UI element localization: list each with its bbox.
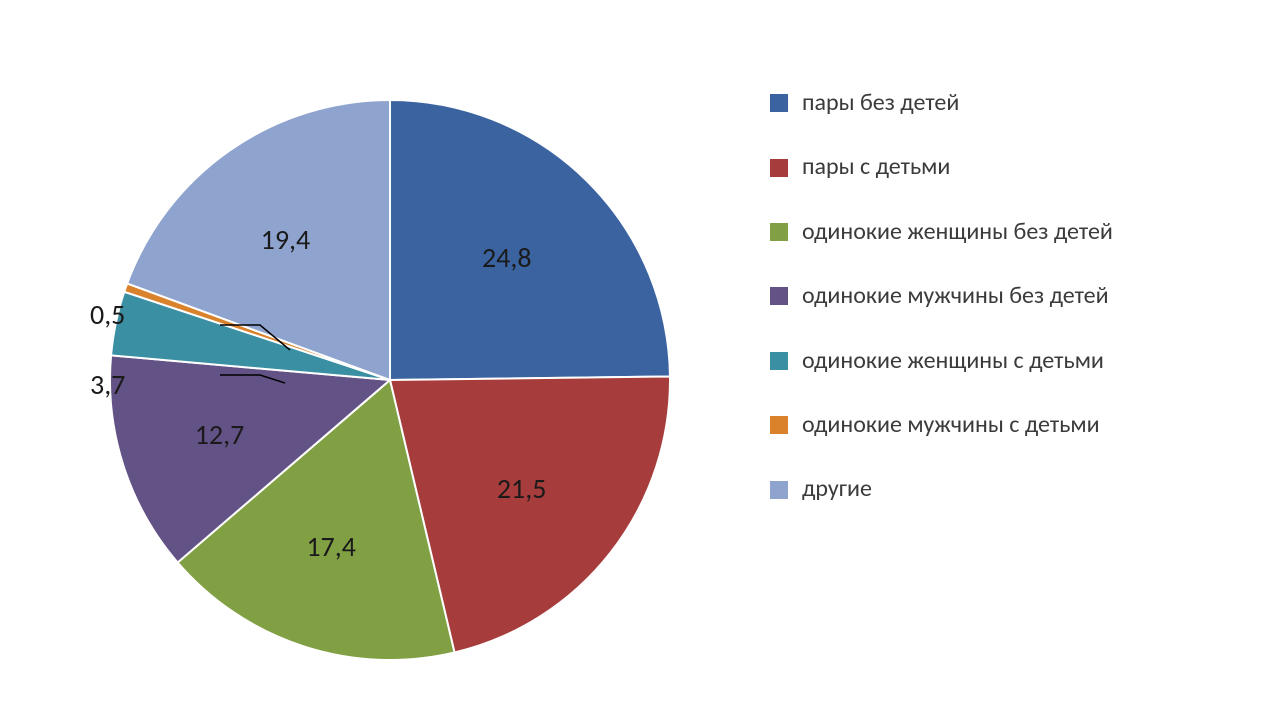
legend-swatch [770, 416, 788, 434]
legend-swatch [770, 481, 788, 499]
legend-item: одинокие женщины без детей [770, 219, 1240, 245]
legend-label: пары с детьми [802, 154, 950, 180]
legend-item: одинокие мужчины без детей [770, 283, 1240, 309]
data-label: 3,7 [90, 367, 125, 402]
legend-label: другие [802, 476, 872, 502]
data-label: 17,4 [306, 529, 356, 564]
legend-item: пары с детьми [770, 154, 1240, 180]
legend-item: одинокие женщины с детьми [770, 348, 1240, 374]
chart-container: пары без детей пары с детьми одинокие женщ… [0, 0, 1280, 720]
legend-item: другие [770, 476, 1240, 502]
legend-label: одинокие мужчины с детьми [802, 412, 1100, 438]
legend-label: одинокие женщины с детьми [802, 348, 1104, 374]
data-label: 12,7 [195, 417, 245, 452]
data-label: 24,8 [482, 240, 532, 275]
legend-swatch [770, 287, 788, 305]
legend-swatch [770, 94, 788, 112]
legend-item: одинокие мужчины с детьми [770, 412, 1240, 438]
legend-label: одинокие женщины без детей [802, 219, 1113, 245]
legend-label: одинокие мужчины без детей [802, 283, 1109, 309]
data-label: 0,5 [90, 297, 125, 332]
data-label: 19,4 [261, 222, 311, 257]
legend-item: пары без детей [770, 90, 1240, 116]
legend-label: пары без детей [802, 90, 959, 116]
legend-swatch [770, 352, 788, 370]
legend-swatch [770, 223, 788, 241]
legend: пары без детей пары с детьми одинокие женщ… [770, 90, 1240, 541]
pie-chart [90, 80, 690, 680]
data-label: 21,5 [497, 471, 547, 506]
legend-swatch [770, 159, 788, 177]
